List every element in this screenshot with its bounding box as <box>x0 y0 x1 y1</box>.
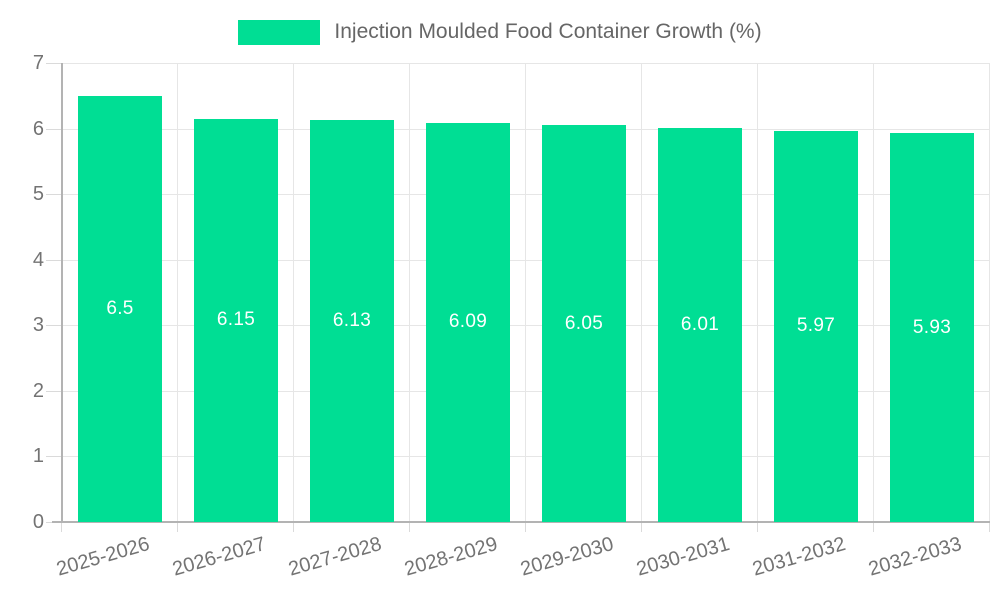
gridline-horizontal <box>62 456 990 458</box>
y-tick-mark <box>46 259 62 261</box>
legend-swatch[interactable] <box>238 19 321 45</box>
bar-value-label: 6.05 <box>564 312 604 334</box>
gridline-vertical <box>177 63 178 522</box>
y-axis-tick-label: 2 <box>32 379 44 402</box>
y-axis-line <box>61 63 63 522</box>
bar-value-label: 6.15 <box>216 309 256 331</box>
bar-value-label: 5.97 <box>796 315 836 337</box>
bar-value-label: 6.09 <box>448 311 488 333</box>
gridline-horizontal <box>62 390 990 392</box>
bar[interactable]: 6.15 <box>194 118 278 522</box>
gridline-horizontal <box>62 194 990 196</box>
bar[interactable]: 6.5 <box>78 95 162 522</box>
bar[interactable]: 5.97 <box>774 130 858 522</box>
gridline-vertical <box>525 63 526 522</box>
y-axis-tick-label: 4 <box>32 248 44 271</box>
gridline-vertical <box>409 63 410 522</box>
x-tick-mark <box>177 522 178 532</box>
bar-value-label: 6.5 <box>106 297 134 319</box>
y-axis-tick-label: 5 <box>32 183 44 206</box>
x-tick-mark <box>989 522 990 532</box>
x-tick-mark <box>409 522 410 532</box>
y-axis-tick-label: 3 <box>32 314 44 337</box>
gridline-horizontal <box>62 325 990 327</box>
legend-label: Injection Moulded Food Container Growth … <box>334 20 762 43</box>
bar[interactable]: 6.01 <box>658 127 742 522</box>
x-tick-mark <box>61 522 62 532</box>
gridline-horizontal <box>62 128 990 130</box>
x-tick-mark <box>757 522 758 532</box>
gridline-vertical <box>757 63 758 522</box>
gridline-horizontal <box>62 259 990 261</box>
bar[interactable]: 6.05 <box>542 125 626 522</box>
bar-value-label: 6.13 <box>332 310 372 332</box>
y-tick-mark <box>46 63 62 64</box>
y-axis-tick-label: 1 <box>32 445 44 468</box>
bar-value-label: 5.93 <box>912 316 952 338</box>
x-tick-mark <box>641 522 642 532</box>
y-axis-tick-label: 0 <box>32 511 44 533</box>
chart-legend[interactable]: Injection Moulded Food Container Growth … <box>0 16 1000 48</box>
y-tick-mark <box>46 390 62 392</box>
x-axis-line <box>52 521 990 523</box>
x-tick-mark <box>293 522 294 532</box>
y-axis-tick-label: 6 <box>32 117 44 140</box>
y-tick-mark <box>46 456 62 458</box>
x-tick-mark <box>525 522 526 532</box>
gridline-horizontal <box>62 63 990 64</box>
y-tick-mark <box>46 128 62 130</box>
gridline-vertical <box>989 63 990 522</box>
bar[interactable]: 6.13 <box>310 120 394 522</box>
bar[interactable]: 6.09 <box>426 122 510 522</box>
gridline-vertical <box>293 63 294 522</box>
y-tick-mark <box>46 194 62 196</box>
gridline-vertical <box>873 63 874 522</box>
y-tick-mark <box>46 325 62 327</box>
gridline-vertical <box>641 63 642 522</box>
bar-value-label: 6.01 <box>680 313 720 335</box>
bar[interactable]: 5.93 <box>890 133 974 522</box>
y-axis-tick-label: 7 <box>32 52 44 74</box>
plot-area: 0 1 2 3 4 5 6 7 6.5 6.15 6.13 6.09 6.05 6.01 5.97 5.93 2… <box>33 52 990 581</box>
x-tick-mark <box>873 522 874 532</box>
